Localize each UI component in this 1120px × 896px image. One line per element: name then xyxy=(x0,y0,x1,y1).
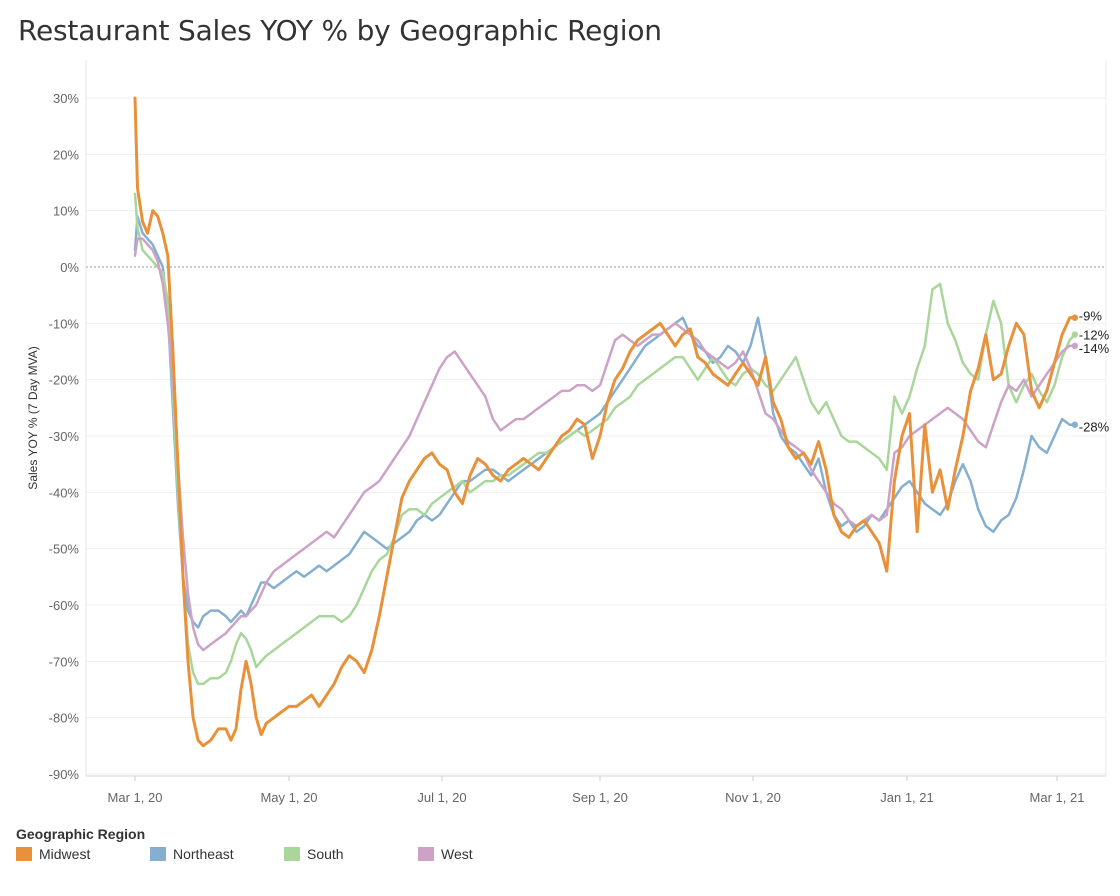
legend-swatch xyxy=(16,847,32,861)
y-tick-label: -10% xyxy=(49,316,80,331)
legend-item-south[interactable]: South xyxy=(284,846,344,862)
gridlines xyxy=(86,97,1106,775)
end-marker-northeast xyxy=(1071,421,1078,428)
y-axis-title: Sales YOY % (7 Day MVA) xyxy=(26,346,40,489)
legend-swatch xyxy=(284,847,300,861)
y-tick-label: -30% xyxy=(49,429,80,444)
end-label-west: -14% xyxy=(1079,341,1110,356)
x-tick-label: Mar 1, 20 xyxy=(108,790,163,805)
legend-label: Northeast xyxy=(173,846,234,862)
y-tick-label: -20% xyxy=(49,373,80,388)
end-marker-west xyxy=(1071,342,1078,350)
x-tick-label: Mar 1, 21 xyxy=(1030,790,1085,805)
end-label-south: -12% xyxy=(1079,328,1110,343)
legend-swatch xyxy=(150,847,166,861)
x-tick-label: Jul 1, 20 xyxy=(417,790,466,805)
series-line-midwest xyxy=(133,96,1077,748)
y-tick-label: -60% xyxy=(49,598,80,613)
x-tick-label: Jan 1, 21 xyxy=(880,790,934,805)
end-marker-south xyxy=(1071,331,1078,338)
legend: Geographic Region Midwest Northeast South W… xyxy=(16,826,473,862)
x-tick-label: Sep 1, 20 xyxy=(572,790,628,805)
end-label-northeast: -28% xyxy=(1079,420,1110,435)
y-tick-label: -50% xyxy=(49,542,80,557)
end-marker-midwest xyxy=(1071,314,1078,321)
y-tick-label: 30% xyxy=(53,91,79,106)
legend-label: West xyxy=(441,846,473,862)
y-tick-label: -70% xyxy=(49,654,80,669)
legend-item-midwest[interactable]: Midwest xyxy=(16,846,90,862)
chart-title: Restaurant Sales YOY % by Geographic Reg… xyxy=(18,14,662,47)
y-tick-label: 20% xyxy=(53,147,79,162)
end-label-midwest: -9% xyxy=(1079,309,1103,324)
series-lines xyxy=(133,96,1077,748)
x-tick-label: May 1, 20 xyxy=(260,790,317,805)
series-line-south xyxy=(133,192,1077,686)
end-labels: -9% -28% -12%-14% xyxy=(1071,309,1110,435)
y-tick-label: -40% xyxy=(49,485,80,500)
series-line-west xyxy=(133,237,1077,652)
legend-swatch xyxy=(418,847,434,861)
legend-item-west[interactable]: West xyxy=(418,846,473,862)
y-tick-label: -90% xyxy=(49,767,80,782)
y-tick-label: 10% xyxy=(53,204,79,219)
x-tick-label: Nov 1, 20 xyxy=(725,790,781,805)
legend-item-northeast[interactable]: Northeast xyxy=(150,846,234,862)
axes: 30% 20% 10% 0% -10% -20% -30% -40% -50% -60% -70% -… xyxy=(26,60,1107,805)
y-tick-label: 0% xyxy=(60,260,79,275)
y-tick-label: -80% xyxy=(49,711,80,726)
legend-title: Geographic Region xyxy=(16,826,146,842)
legend-label: South xyxy=(307,846,344,862)
legend-label: Midwest xyxy=(39,846,91,862)
